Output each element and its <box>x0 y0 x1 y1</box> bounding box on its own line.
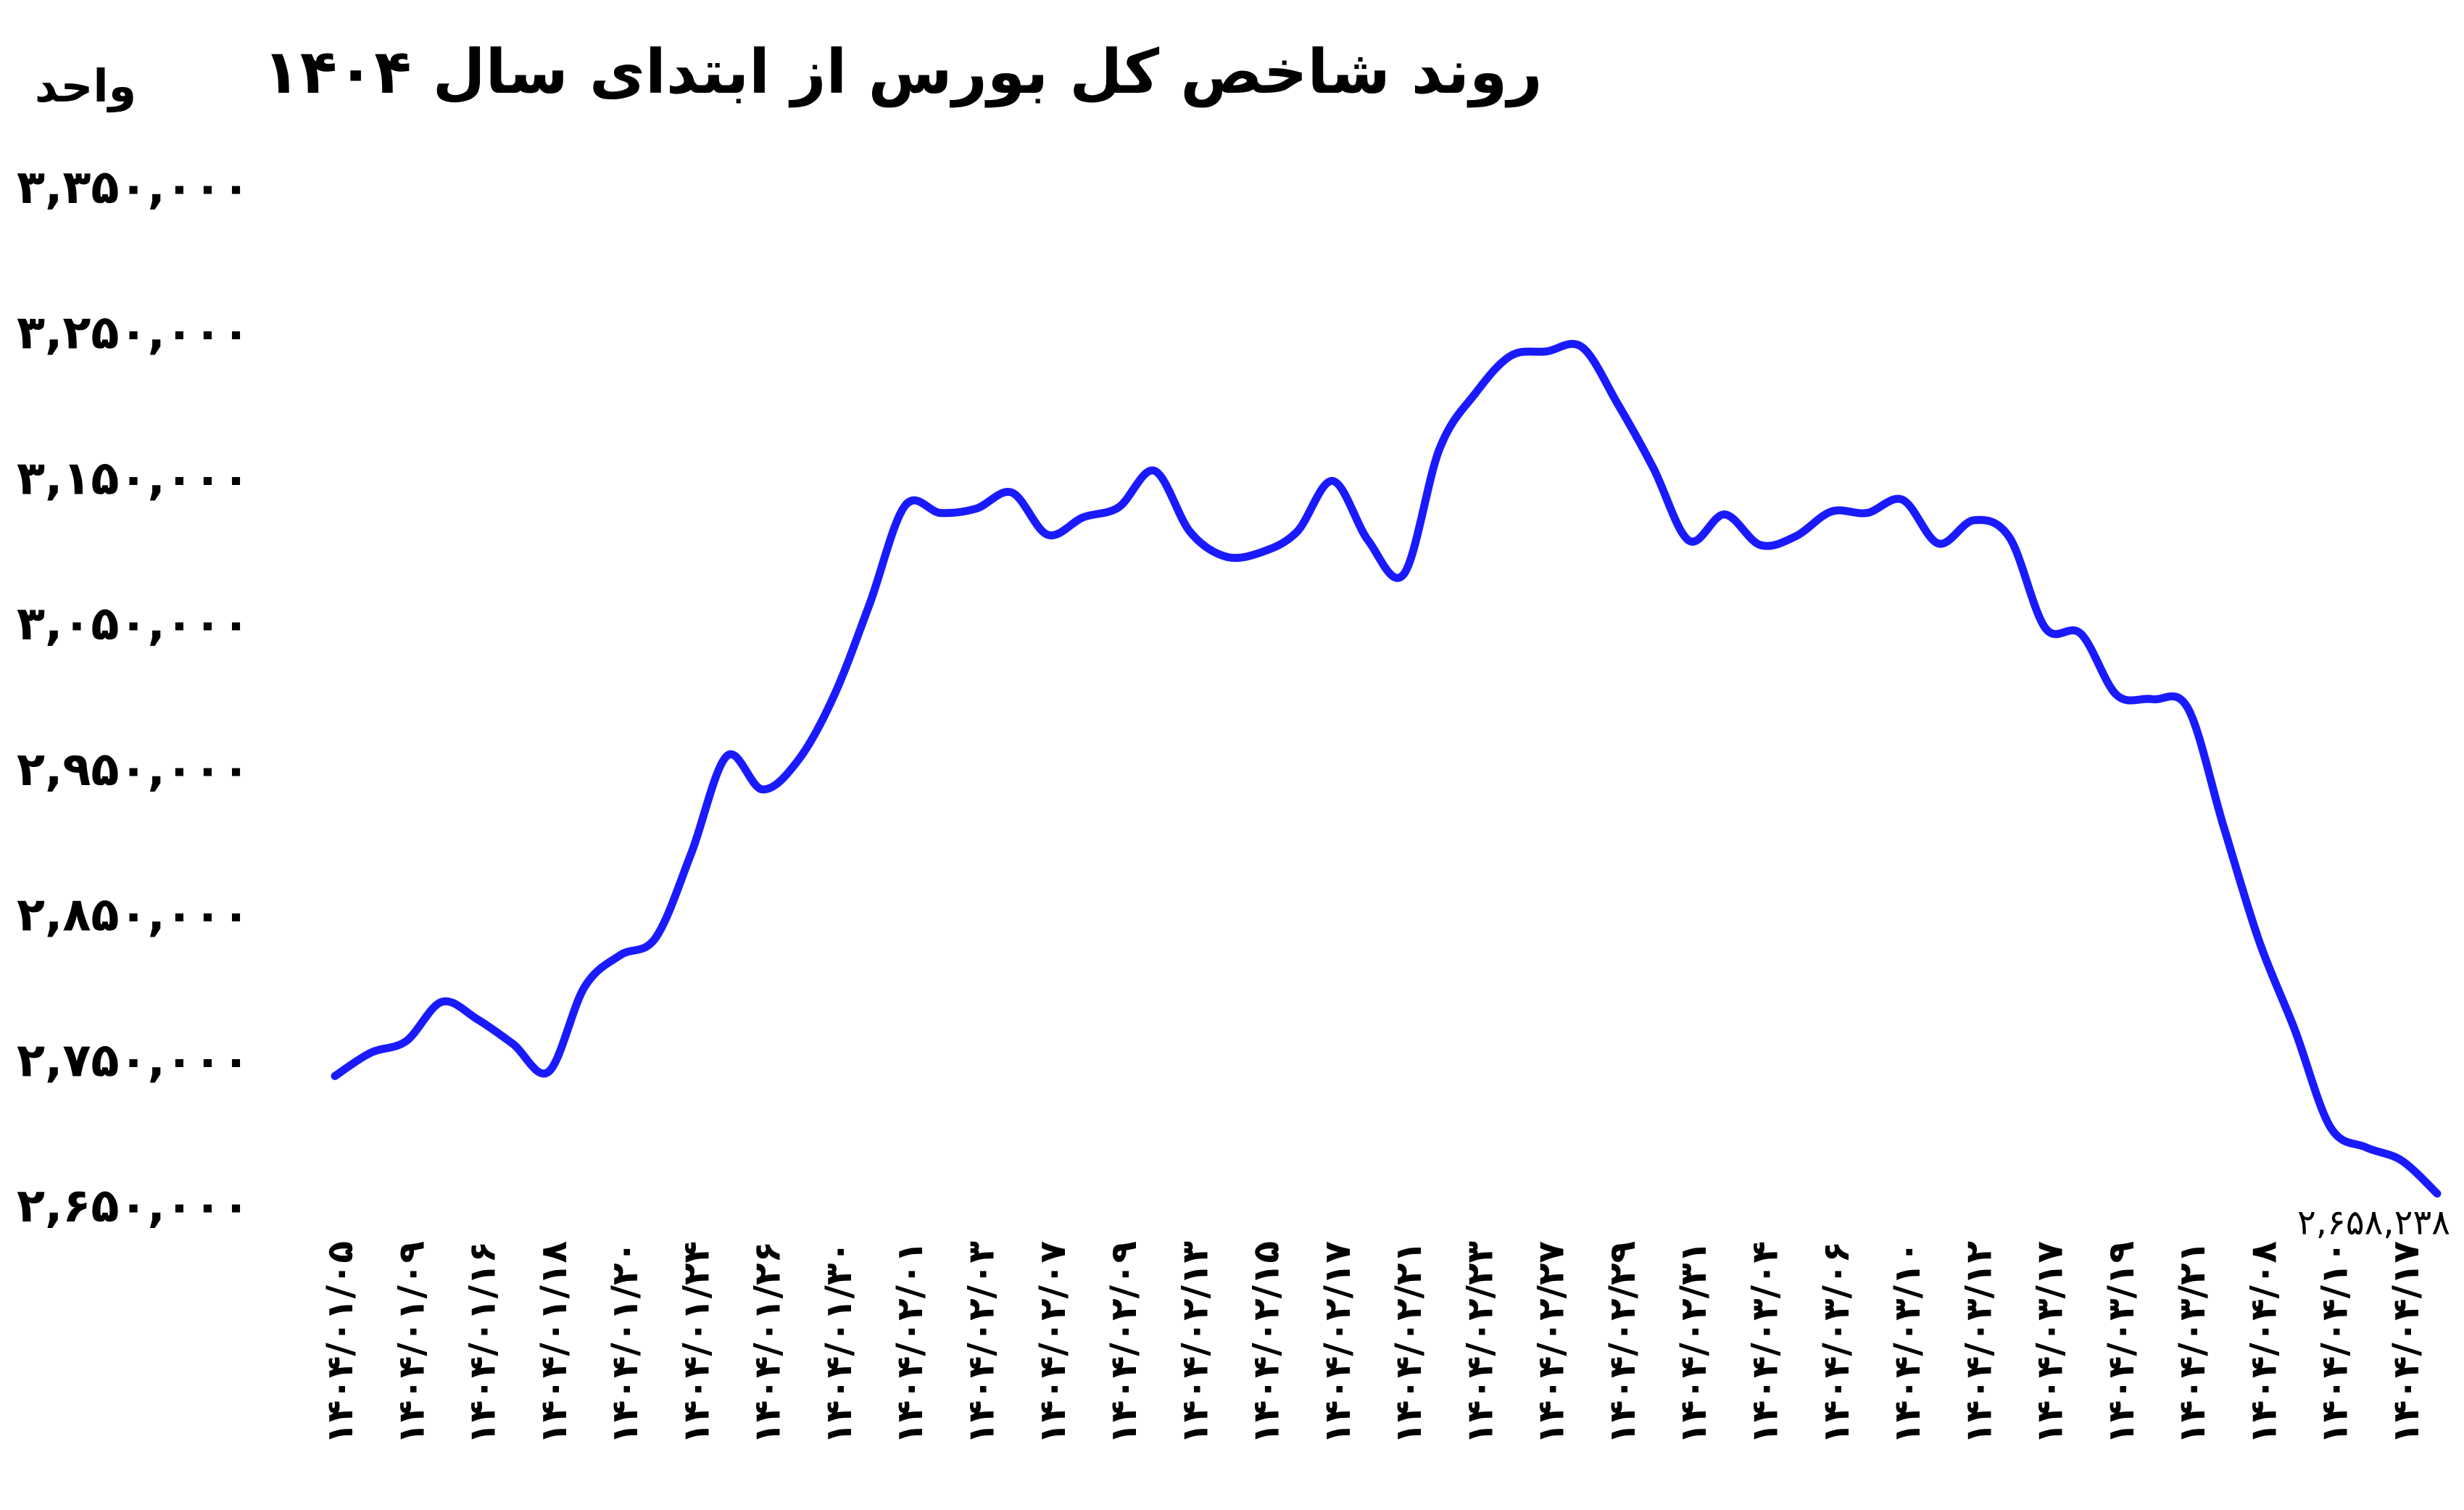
series-line <box>331 339 2442 1198</box>
x-tick-label: ۱۴۰۴/۰۲/۰۹ <box>1103 1241 1145 1445</box>
y-tick-label: ۳,۱۵۰,۰۰۰ <box>17 452 250 505</box>
x-tick-label: ۱۴۰۴/۰۱/۲۴ <box>675 1241 717 1445</box>
x-tick-label: ۱۴۰۴/۰۲/۲۳ <box>1459 1241 1501 1445</box>
series-line-group <box>331 339 2442 1198</box>
y-axis-ticks: ۳,۳۵۰,۰۰۰ ۳,۲۵۰,۰۰۰ ۳,۱۵۰,۰۰۰ ۳,۰۵۰,۰۰۰ ۲,۹۵… <box>17 161 250 1233</box>
y-tick-label: ۳,۳۵۰,۰۰۰ <box>17 161 250 215</box>
y-tick-label: ۲,۸۵۰,۰۰۰ <box>17 889 250 942</box>
x-tick-label: ۱۴۰۴/۰۳/۱۰ <box>1886 1241 1928 1445</box>
y-axis-unit-label: واحد <box>35 59 136 112</box>
x-tick-label: ۱۴۰۴/۰۳/۲۱ <box>2171 1241 2213 1445</box>
x-tick-label: ۱۴۰۴/۰۱/۰۵ <box>319 1241 361 1445</box>
x-tick-label: ۱۴۰۴/۰۲/۳۱ <box>1672 1241 1714 1445</box>
y-tick-label: ۳,۲۵۰,۰۰۰ <box>17 307 250 360</box>
last-value-label: ۲,۶۵۸,۲۳۸ <box>2297 1202 2450 1243</box>
x-tick-label: ۱۴۰۴/۰۱/۲۰ <box>604 1241 646 1445</box>
x-tick-label: ۱۴۰۴/۰۲/۰۷ <box>1032 1241 1074 1445</box>
x-tick-label: ۱۴۰۴/۰۲/۲۱ <box>1387 1241 1430 1445</box>
x-tick-label: ۱۴۰۴/۰۱/۲۶ <box>747 1241 789 1445</box>
x-tick-label: ۱۴۰۴/۰۱/۰۹ <box>390 1241 432 1445</box>
x-tick-label: ۱۴۰۴/۰۴/۱۷ <box>2385 1241 2427 1445</box>
y-tick-label: ۳,۰۵۰,۰۰۰ <box>17 597 250 651</box>
x-tick-label: ۱۴۰۴/۰۴/۱۰ <box>2314 1241 2356 1445</box>
x-tick-label: ۱۴۰۴/۰۳/۱۲ <box>1957 1241 1999 1445</box>
x-tick-label: ۱۴۰۴/۰۳/۰۴ <box>1744 1241 1786 1445</box>
x-tick-label: ۱۴۰۴/۰۳/۰۶ <box>1815 1241 1857 1445</box>
y-tick-label: ۲,۷۵۰,۰۰۰ <box>17 1034 250 1087</box>
x-tick-label: ۱۴۰۴/۰۱/۱۶ <box>462 1241 504 1445</box>
x-tick-label: ۱۴۰۴/۰۱/۳۰ <box>818 1241 860 1445</box>
x-axis-ticks: ۱۴۰۴/۰۱/۰۵ ۱۴۰۴/۰۱/۰۹ ۱۴۰۴/۰۱/۱۶ ۱۴۰۴/۰۱/۱۸… <box>319 1241 2427 1445</box>
x-tick-label: ۱۴۰۴/۰۲/۱۳ <box>1174 1241 1216 1445</box>
annotations: ۲,۶۵۸,۲۳۸ <box>2297 1202 2450 1243</box>
x-tick-label: ۱۴۰۴/۰۴/۰۸ <box>2242 1241 2284 1445</box>
x-tick-label: ۱۴۰۴/۰۳/۱۹ <box>2100 1241 2142 1445</box>
x-tick-label: ۱۴۰۴/۰۲/۰۱ <box>889 1241 931 1445</box>
y-tick-label: ۲,۶۵۰,۰۰۰ <box>17 1179 250 1233</box>
x-tick-label: ۱۴۰۴/۰۳/۱۷ <box>2029 1241 2071 1445</box>
x-tick-label: ۱۴۰۴/۰۲/۱۵ <box>1245 1241 1287 1445</box>
chart-title: روند شاخص کل بورس از ابتدای سال ۱۴۰۴ <box>262 36 1542 108</box>
x-tick-label: ۱۴۰۴/۰۲/۱۷ <box>1316 1241 1358 1445</box>
x-tick-label: ۱۴۰۴/۰۱/۱۸ <box>533 1241 575 1445</box>
x-tick-label: ۱۴۰۴/۰۲/۲۹ <box>1601 1241 1643 1445</box>
y-tick-label: ۲,۹۵۰,۰۰۰ <box>17 743 250 797</box>
x-tick-label: ۱۴۰۴/۰۲/۰۳ <box>960 1241 1002 1445</box>
x-tick-label: ۱۴۰۴/۰۲/۲۷ <box>1530 1241 1572 1445</box>
